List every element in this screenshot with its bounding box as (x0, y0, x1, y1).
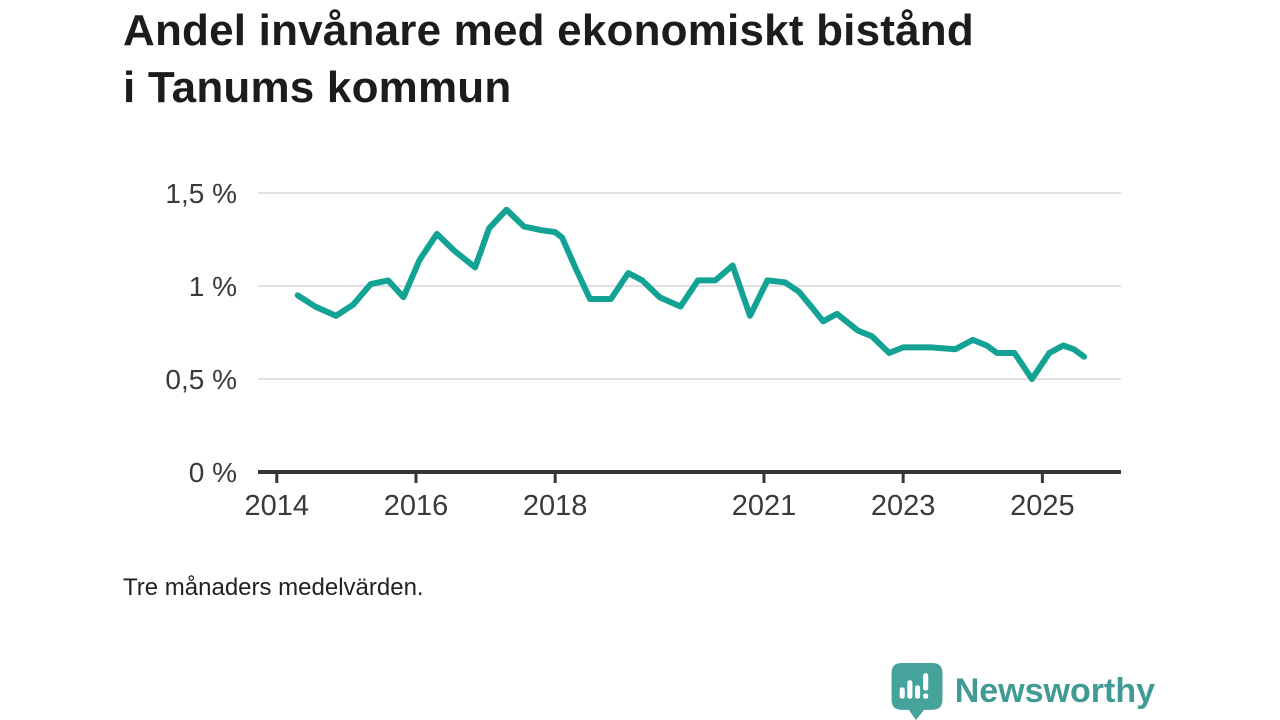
y-axis-label: 1 % (189, 271, 237, 302)
chart-note: Tre månaders medelvärden. (123, 574, 424, 601)
x-axis-label: 2021 (732, 490, 797, 522)
y-axis-label: 0 % (189, 457, 237, 488)
x-axis-label: 2023 (871, 490, 936, 522)
newsworthy-logo: Newsworthy (891, 663, 1155, 720)
x-axis-label: 2014 (245, 490, 310, 522)
newsworthy-logo-text: Newsworthy (954, 672, 1155, 710)
x-axis-label: 2016 (384, 490, 449, 522)
x-axis-label: 2025 (1010, 490, 1075, 522)
newsworthy-logo-icon (891, 663, 943, 720)
page-title: Andel invånare med ekonomiskt bistånd i … (123, 6, 974, 112)
data-line (294, 206, 1088, 382)
x-axis-label: 2018 (523, 490, 588, 522)
y-axis-label: 1,5 % (165, 178, 237, 209)
y-axis-label: 0,5 % (165, 364, 237, 395)
